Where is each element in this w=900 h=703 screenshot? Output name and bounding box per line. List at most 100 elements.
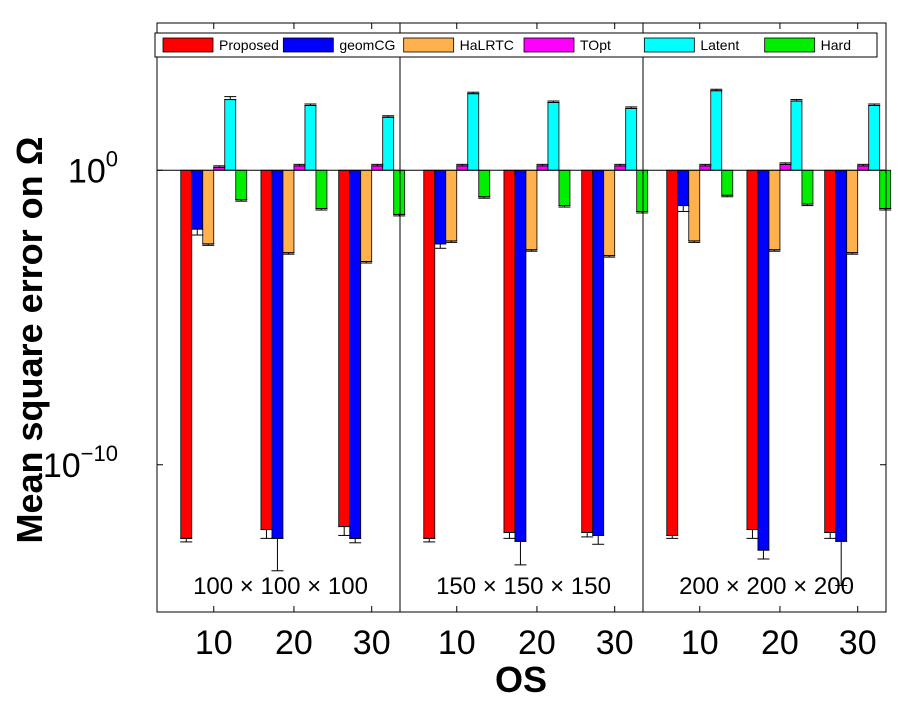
errorbar-hard-1 [315, 208, 328, 211]
errorbar-latent-3 [467, 91, 480, 95]
bar-geomcg-8 [835, 169, 848, 542]
bar-proposed-5 [581, 169, 594, 533]
bar-hard-1 [315, 169, 328, 209]
bar-topt-6 [699, 165, 712, 171]
errorbar-hard-0 [235, 199, 248, 202]
errorbar-geomcg-5 [592, 534, 605, 545]
errorbar-topt-3 [456, 163, 469, 167]
bar-topt-4 [536, 165, 549, 171]
errorbar-proposed-8 [824, 531, 837, 539]
errorbar-proposed-5 [581, 531, 594, 538]
legend-label-hard: Hard [821, 37, 851, 53]
x-axis-label: OS [495, 659, 547, 700]
errorbar-halrtc-7 [768, 249, 781, 252]
legend-swatch-geomcg [282, 37, 334, 53]
bar-topt-2 [371, 165, 384, 171]
errorbar-topt-5 [614, 163, 627, 167]
x-tick-label: 30 [839, 624, 877, 662]
errorbar-halrtc-5 [603, 255, 616, 258]
y-tick-label: 100 [68, 146, 118, 190]
bar-topt-1 [293, 165, 306, 171]
bar-halrtc-8 [846, 169, 859, 254]
bar-latent-0 [224, 99, 237, 171]
bar-latent-8 [868, 105, 881, 171]
bar-latent-2 [382, 116, 395, 171]
errorbar-latent-2 [382, 115, 395, 118]
bar-hard-8 [879, 169, 892, 209]
x-tick-label: 20 [275, 624, 313, 662]
errorbar-latent-6 [710, 88, 723, 92]
legend-swatch-halrtc [403, 37, 455, 53]
bar-hard-5 [636, 169, 649, 212]
errorbar-geomcg-4 [514, 540, 527, 566]
panel-labels: 100 × 100 × 100 150 × 150 × 150 200 × 200 … [193, 573, 854, 600]
errorbar-topt-6 [699, 163, 712, 167]
errorbar-hard-6 [721, 194, 734, 198]
errorbar-layer [180, 88, 892, 586]
bar-geomcg-7 [757, 169, 770, 551]
x-tick-label: 30 [353, 624, 391, 662]
bar-proposed-3 [423, 169, 436, 539]
errorbar-hard-3 [478, 196, 491, 199]
errorbar-latent-4 [547, 100, 560, 104]
errorbar-hard-4 [558, 205, 571, 208]
bar-proposed-0 [180, 169, 193, 539]
bar-halrtc-6 [688, 169, 701, 242]
bar-proposed-4 [503, 169, 516, 533]
bar-geomcg-3 [434, 169, 447, 245]
bar-halrtc-2 [360, 169, 373, 262]
errorbar-proposed-1 [260, 529, 273, 539]
errorbar-geomcg-2 [349, 537, 362, 544]
errorbar-halrtc-3 [445, 240, 458, 243]
errorbar-proposed-2 [338, 526, 351, 536]
panel-label-0: 100 × 100 × 100 [193, 573, 368, 600]
legend-swatch-hard [764, 37, 816, 53]
bar-proposed-6 [666, 169, 679, 536]
errorbar-latent-7 [790, 99, 803, 102]
bar-halrtc-5 [603, 169, 616, 257]
bar-halrtc-7 [768, 169, 781, 251]
bar-topt-3 [456, 165, 469, 171]
errorbar-halrtc-2 [360, 261, 373, 264]
errorbar-proposed-3 [423, 537, 436, 543]
errorbar-geomcg-0 [191, 228, 204, 236]
bar-geomcg-6 [677, 169, 690, 206]
bar-geomcg-2 [349, 169, 362, 539]
x-tick-label: 10 [681, 624, 719, 662]
legend-label-latent: Latent [700, 37, 739, 53]
errorbar-latent-0 [224, 96, 237, 101]
errorbar-geomcg-1 [271, 537, 284, 572]
bar-latent-6 [710, 90, 723, 171]
errorbar-hard-2 [393, 213, 406, 217]
y-tick-exponent: −10 [81, 441, 118, 466]
legend-swatch-topt [523, 37, 575, 53]
bar-hard-6 [721, 169, 734, 196]
bar-halrtc-0 [202, 169, 215, 245]
bar-geomcg-1 [271, 169, 284, 539]
legend: Proposed geomCG HaLRTC TOpt Latent Hard [154, 32, 878, 58]
errorbar-topt-8 [857, 163, 870, 167]
errorbar-topt-0 [213, 165, 226, 168]
legend-label-geomcg: geomCG [339, 37, 395, 53]
errorbar-halrtc-4 [525, 249, 538, 252]
bar-proposed-7 [746, 169, 759, 530]
errorbar-latent-8 [868, 103, 881, 106]
errorbar-hard-5 [636, 210, 649, 214]
plot-frame [156, 22, 887, 613]
bar-geomcg-5 [592, 169, 605, 536]
bar-proposed-1 [260, 169, 273, 530]
bar-topt-5 [614, 165, 627, 171]
errorbar-proposed-4 [503, 531, 516, 539]
y-axis-label: Mean square error on Ω [9, 137, 50, 544]
x-tick-label: 20 [518, 624, 556, 662]
bar-hard-3 [478, 169, 491, 198]
bar-proposed-8 [824, 169, 837, 533]
bar-hard-7 [801, 169, 814, 205]
legend-swatch-proposed [162, 37, 214, 53]
legend-label-halrtc: HaLRTC [460, 37, 514, 53]
bar-halrtc-4 [525, 169, 538, 251]
legend-label-proposed: Proposed [219, 37, 279, 53]
x-tick-label: 30 [596, 624, 634, 662]
